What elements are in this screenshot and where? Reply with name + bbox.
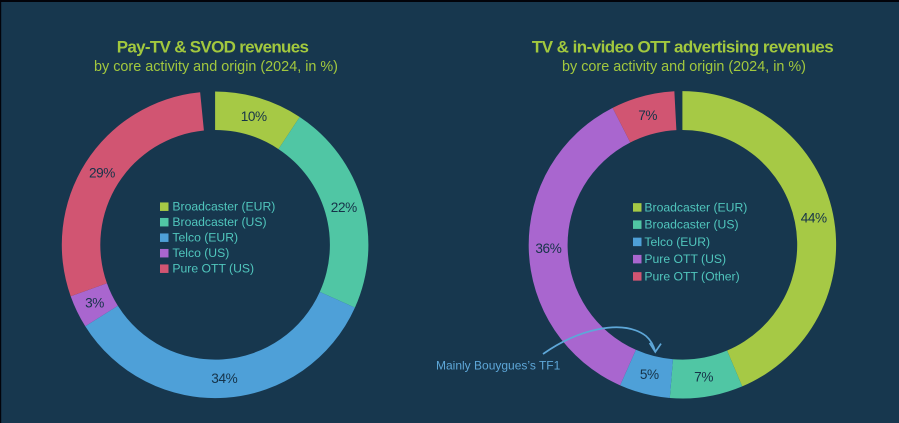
svg-text:Pure OTT (US): Pure OTT (US) — [172, 262, 254, 276]
svg-text:Telco (EUR): Telco (EUR) — [644, 235, 710, 249]
svg-text:34%: 34% — [211, 371, 237, 386]
svg-text:36%: 36% — [535, 241, 561, 256]
svg-text:Pure OTT (US): Pure OTT (US) — [644, 252, 726, 266]
svg-text:Broadcaster (EUR): Broadcaster (EUR) — [172, 200, 275, 214]
svg-text:Broadcaster (US): Broadcaster (US) — [172, 215, 266, 229]
svg-text:Broadcaster (US): Broadcaster (US) — [644, 218, 738, 232]
svg-text:7%: 7% — [694, 370, 713, 385]
svg-text:10%: 10% — [241, 109, 267, 124]
svg-text:Mainly Bouygues’s TF1: Mainly Bouygues’s TF1 — [436, 359, 561, 373]
svg-text:Broadcaster (EUR): Broadcaster (EUR) — [644, 200, 747, 214]
svg-text:by core activity and origin (2: by core activity and origin (2024, in %) — [94, 59, 338, 75]
svg-text:3%: 3% — [85, 296, 104, 311]
svg-text:TV & in-video OTT advertising: TV & in-video OTT advertising revenues — [532, 38, 833, 57]
svg-text:44%: 44% — [801, 211, 827, 226]
svg-text:Telco (EUR): Telco (EUR) — [172, 231, 238, 245]
svg-text:Pay-TV & SVOD revenues: Pay-TV & SVOD revenues — [117, 38, 309, 57]
svg-text:5%: 5% — [640, 367, 659, 382]
svg-text:by core activity and origin (2: by core activity and origin (2024, in %) — [562, 59, 806, 75]
svg-text:Pure OTT (Other): Pure OTT (Other) — [644, 269, 739, 283]
svg-text:22%: 22% — [331, 200, 357, 215]
svg-text:Telco (US): Telco (US) — [172, 246, 229, 260]
svg-text:7%: 7% — [638, 108, 657, 123]
svg-text:29%: 29% — [89, 166, 115, 181]
